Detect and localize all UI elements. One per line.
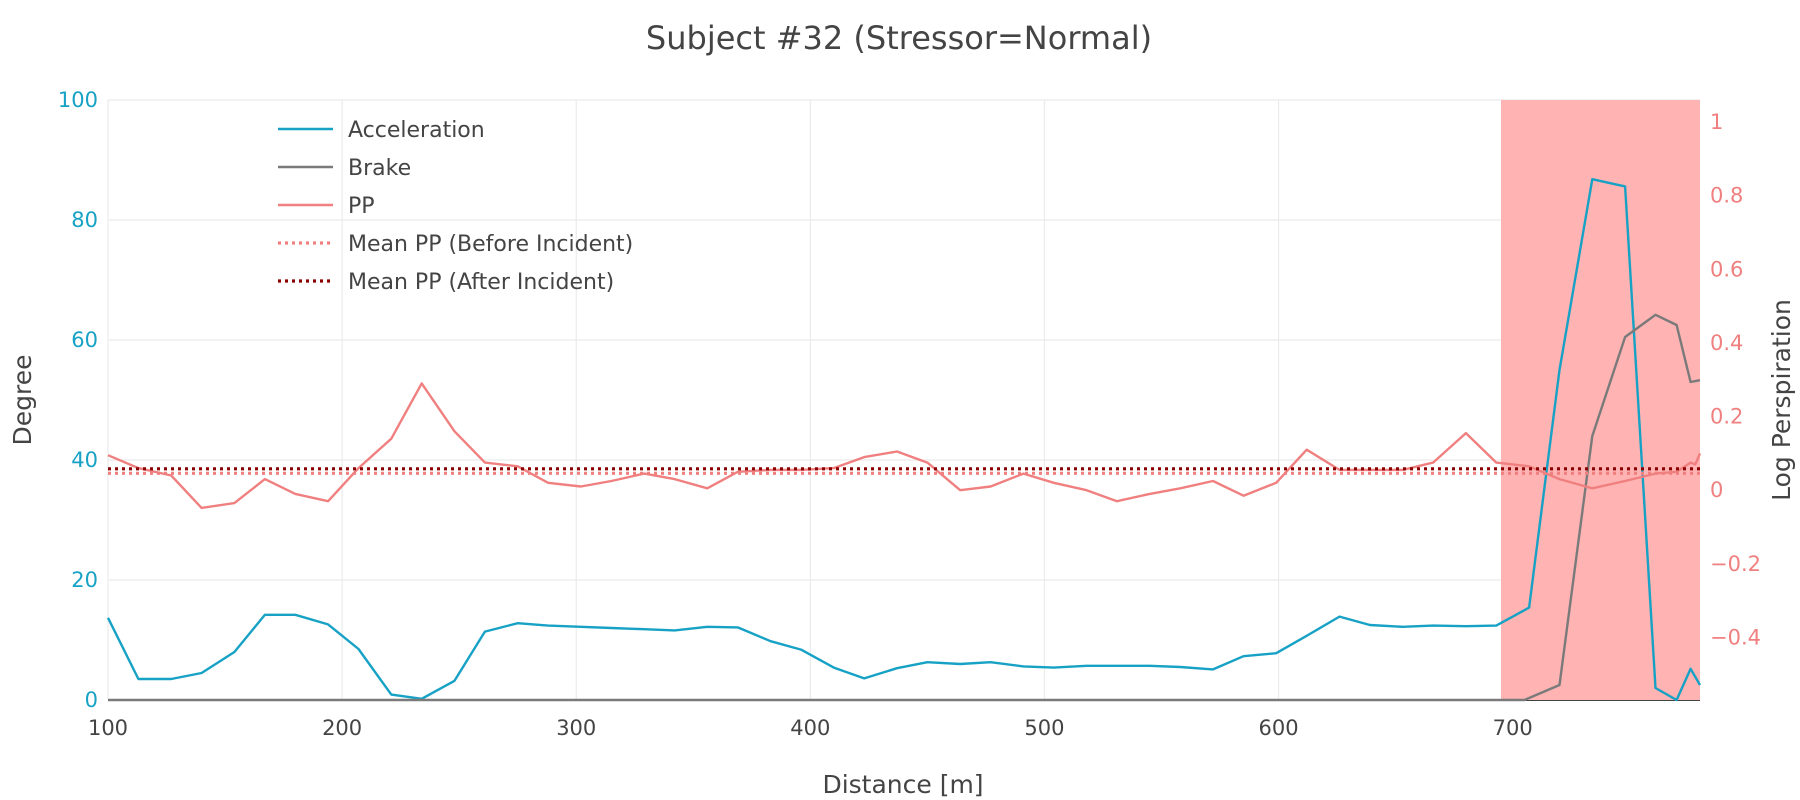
legend-label: Mean PP (Before Incident): [348, 232, 633, 257]
series-line-pp: [107, 382, 1702, 510]
y2-tick-label: −0.4: [1710, 625, 1761, 649]
x-axis-title: Distance [m]: [822, 770, 983, 799]
y2-axis-title: Log Perspiration: [1767, 299, 1796, 501]
series-line-acceleration: [106, 177, 1702, 702]
x-tick-label: 400: [790, 716, 830, 740]
legend-label: Mean PP (After Incident): [348, 270, 614, 295]
y2-tick-label: 0: [1710, 478, 1723, 502]
y-tick-label: 60: [71, 328, 98, 352]
y-axis-title: Degree: [8, 355, 37, 446]
y-tick-label: 40: [71, 448, 98, 472]
y2-tick-label: 0.4: [1710, 331, 1743, 355]
y2-tick-label: −0.2: [1710, 552, 1761, 576]
incident-region: [1501, 100, 1700, 700]
x-tick-label: 700: [1493, 716, 1533, 740]
x-tick-label: 200: [322, 716, 362, 740]
x-tick-label: 300: [556, 716, 596, 740]
legend-label: PP: [348, 194, 375, 219]
y2-tick-label: 0.2: [1710, 405, 1743, 429]
x-tick-label: 100: [88, 716, 128, 740]
legend-label: Brake: [348, 156, 411, 181]
y2-tick-label: 1: [1710, 110, 1723, 134]
y-tick-label: 80: [71, 208, 98, 232]
x-tick-label: 500: [1024, 716, 1064, 740]
y2-tick-label: 0.8: [1710, 184, 1743, 208]
series-line-brake: [108, 313, 1701, 702]
legend: Acceleration Brake PP Mean PP (Before Incid…: [278, 118, 633, 295]
y-tick-label: 0: [85, 688, 98, 712]
y2-tick-label: 0.6: [1710, 257, 1743, 281]
y-tick-label: 100: [58, 88, 98, 112]
legend-label: Acceleration: [348, 118, 485, 143]
chart-title: Subject #32 (Stressor=Normal): [646, 19, 1152, 57]
x-tick-label: 600: [1259, 716, 1299, 740]
y-tick-label: 20: [71, 568, 98, 592]
